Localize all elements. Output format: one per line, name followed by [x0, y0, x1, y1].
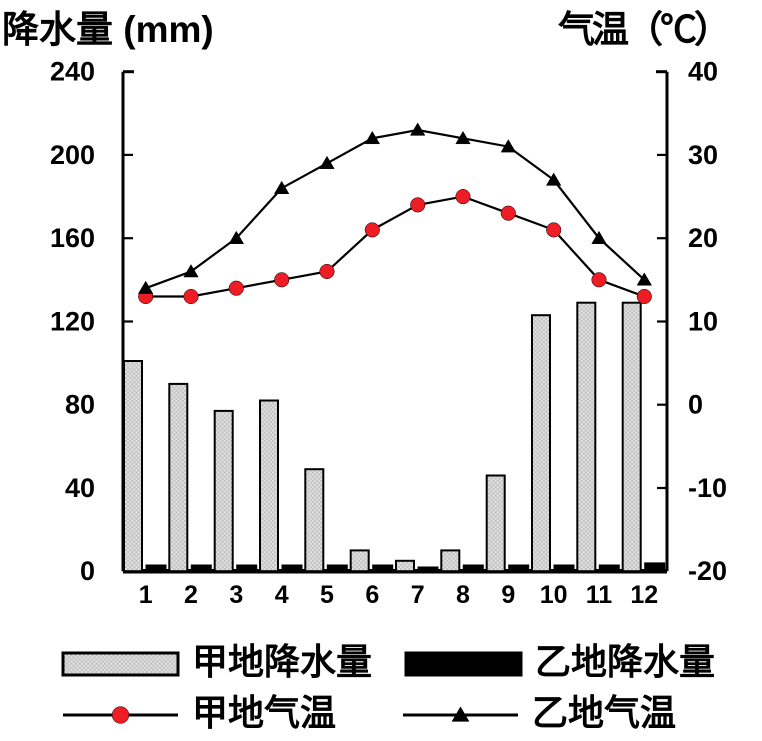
- svg-text:120: 120: [50, 307, 95, 337]
- svg-text:3: 3: [229, 581, 243, 609]
- svg-text:2: 2: [184, 581, 198, 609]
- svg-text:乙地气温: 乙地气温: [532, 692, 676, 733]
- svg-text:4: 4: [275, 581, 289, 609]
- svg-text:-20: -20: [688, 556, 727, 586]
- svg-text:1: 1: [139, 581, 153, 609]
- svg-text:甲地气温: 甲地气温: [192, 692, 336, 733]
- svg-text:11: 11: [586, 581, 613, 609]
- svg-text:-10: -10: [688, 473, 727, 503]
- svg-text:气温（℃）: 气温（℃）: [558, 9, 728, 50]
- svg-text:9: 9: [501, 581, 515, 609]
- svg-text:10: 10: [540, 581, 568, 609]
- svg-text:乙地降水量: 乙地降水量: [535, 641, 715, 682]
- svg-text:6: 6: [365, 581, 379, 609]
- svg-text:5: 5: [320, 581, 334, 609]
- svg-text:80: 80: [65, 390, 95, 420]
- svg-text:30: 30: [688, 140, 718, 170]
- svg-text:0: 0: [688, 390, 703, 420]
- svg-text:8: 8: [456, 581, 470, 609]
- svg-text:0: 0: [80, 556, 95, 586]
- svg-text:160: 160: [50, 223, 95, 253]
- svg-text:7: 7: [411, 581, 425, 609]
- svg-text:40: 40: [65, 473, 95, 503]
- svg-text:40: 40: [688, 57, 718, 87]
- svg-text:甲地降水量: 甲地降水量: [192, 641, 372, 682]
- svg-text:降水量 (mm): 降水量 (mm): [2, 9, 214, 50]
- svg-text:12: 12: [630, 581, 658, 609]
- svg-text:20: 20: [688, 223, 718, 253]
- svg-text:200: 200: [50, 140, 95, 170]
- svg-text:10: 10: [688, 307, 718, 337]
- svg-text:240: 240: [50, 57, 95, 87]
